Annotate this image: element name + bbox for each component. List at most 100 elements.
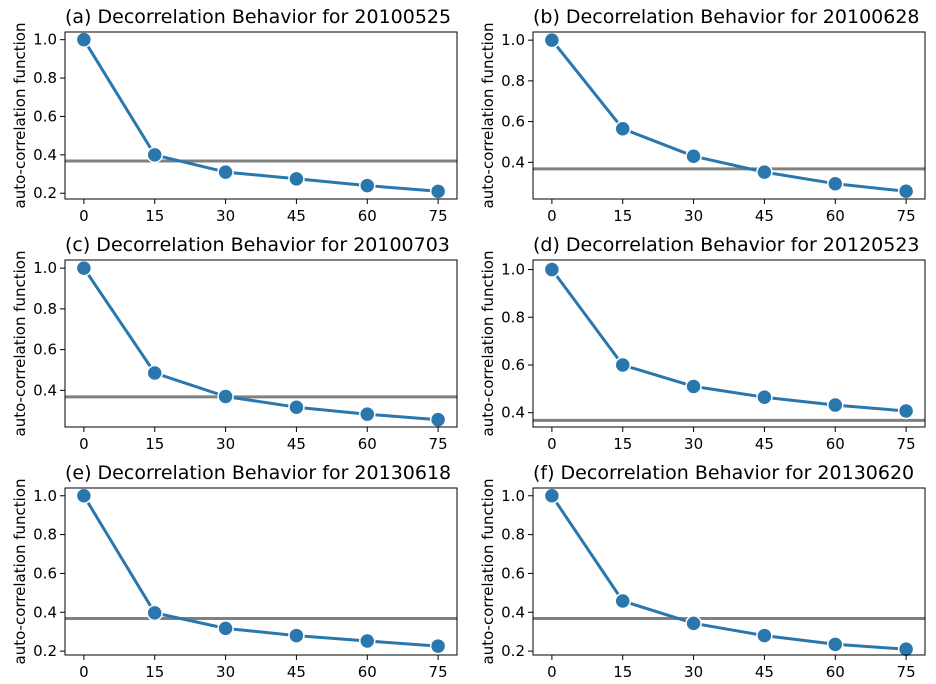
data-point xyxy=(429,183,447,200)
y-tick-label: 1.0 xyxy=(501,261,525,279)
y-tick-label: 0.6 xyxy=(501,113,525,131)
x-tick-label: 75 xyxy=(897,435,916,453)
plot-frame xyxy=(532,31,926,200)
x-tick-label: 0 xyxy=(547,663,557,681)
data-point xyxy=(756,163,773,181)
data-point xyxy=(288,398,305,416)
x-tick-label: 45 xyxy=(755,435,774,453)
y-tick-label: 0.4 xyxy=(33,603,57,621)
x-tick-label: 15 xyxy=(145,663,164,681)
data-point xyxy=(217,163,234,181)
x-tick-label: 15 xyxy=(613,207,632,225)
data-point xyxy=(827,175,844,192)
plot-frame xyxy=(532,259,926,428)
series-line xyxy=(550,39,907,193)
panel-title: (f) Decorrelation Behavior for 20130620 xyxy=(533,462,914,484)
y-tick-label: 0.2 xyxy=(501,642,525,660)
y-tick-label: 0.4 xyxy=(501,404,525,422)
data-point xyxy=(897,183,915,200)
y-tick-label: 0.6 xyxy=(501,356,525,374)
y-tick-label: 0.8 xyxy=(501,72,525,90)
data-point xyxy=(897,402,915,420)
x-tick-label: 45 xyxy=(287,663,306,681)
data-point xyxy=(146,146,163,164)
data-point xyxy=(827,396,844,414)
data-point xyxy=(685,378,702,395)
panel-f: (f) Decorrelation Behavior for 20130620 a… xyxy=(479,462,926,681)
x-tick-label: 45 xyxy=(287,435,306,453)
x-tick-label: 75 xyxy=(897,207,916,225)
x-tick-label: 15 xyxy=(613,663,632,681)
data-point xyxy=(288,627,305,644)
y-tick-label: 0.8 xyxy=(501,526,525,544)
series-line xyxy=(82,495,439,648)
y-tick-label: 1.0 xyxy=(501,487,525,505)
y-tick-label: 0.6 xyxy=(33,341,57,359)
panel-title: (b) Decorrelation Behavior for 20100628 xyxy=(533,6,920,28)
data-point xyxy=(756,388,773,406)
y-tick-label: 1.0 xyxy=(33,259,57,277)
panel-title: (a) Decorrelation Behavior for 20100525 xyxy=(65,6,451,28)
data-point xyxy=(146,604,163,622)
x-tick-label: 30 xyxy=(684,663,703,681)
panel-b: (b) Decorrelation Behavior for 20100628 a… xyxy=(479,6,926,225)
data-point xyxy=(543,487,561,505)
y-axis-label: auto-correlation function xyxy=(11,23,29,209)
y-tick-label: 0.6 xyxy=(33,564,57,582)
data-point xyxy=(614,356,631,374)
plot-frame xyxy=(64,31,458,200)
y-tick-label: 0.6 xyxy=(501,564,525,582)
y-tick-label: 0.6 xyxy=(33,107,57,125)
y-tick-label: 0.8 xyxy=(33,69,57,87)
x-tick-label: 30 xyxy=(216,435,235,453)
data-point xyxy=(614,120,631,137)
plot-frame xyxy=(532,487,926,656)
y-tick-label: 0.4 xyxy=(33,381,57,399)
series-line xyxy=(82,38,439,193)
data-point xyxy=(685,147,702,165)
y-tick-label: 0.8 xyxy=(501,308,525,326)
x-tick-label: 0 xyxy=(79,663,89,681)
x-tick-label: 0 xyxy=(547,207,557,225)
data-point xyxy=(359,632,376,650)
x-tick-label: 75 xyxy=(429,663,448,681)
x-tick-label: 75 xyxy=(429,207,448,225)
data-point xyxy=(543,31,561,49)
data-point xyxy=(75,487,93,505)
data-point xyxy=(75,259,93,277)
x-tick-label: 45 xyxy=(287,207,306,225)
x-tick-label: 45 xyxy=(755,663,774,681)
y-tick-label: 0.8 xyxy=(33,300,57,318)
data-point xyxy=(756,627,773,644)
x-tick-label: 75 xyxy=(897,663,916,681)
x-tick-label: 45 xyxy=(755,207,774,225)
x-tick-label: 30 xyxy=(684,207,703,225)
y-axis-label: auto-correlation function xyxy=(479,23,497,209)
x-tick-label: 60 xyxy=(826,207,845,225)
x-tick-label: 75 xyxy=(429,435,448,453)
x-tick-label: 0 xyxy=(547,435,557,453)
x-tick-label: 30 xyxy=(684,435,703,453)
x-tick-label: 30 xyxy=(216,663,235,681)
x-tick-label: 0 xyxy=(79,435,89,453)
x-tick-label: 0 xyxy=(79,207,89,225)
x-tick-label: 60 xyxy=(826,663,845,681)
data-point xyxy=(543,261,561,278)
series-line xyxy=(550,268,907,413)
x-tick-label: 30 xyxy=(216,207,235,225)
x-tick-label: 15 xyxy=(145,207,164,225)
data-point xyxy=(217,388,234,405)
series-line xyxy=(82,267,439,422)
y-tick-label: 0.4 xyxy=(501,603,525,621)
x-tick-label: 15 xyxy=(613,435,632,453)
data-point xyxy=(146,364,163,382)
panel-d: (d) Decorrelation Behavior for 20120523 a… xyxy=(479,234,926,453)
panel-a: (a) Decorrelation Behavior for 20100525 a… xyxy=(11,6,458,225)
data-point xyxy=(359,405,376,423)
x-tick-label: 15 xyxy=(145,435,164,453)
panel-c: (c) Decorrelation Behavior for 20100703 a… xyxy=(11,234,458,453)
y-axis-label: auto-correlation function xyxy=(11,251,29,437)
y-tick-label: 1.0 xyxy=(33,31,57,49)
y-tick-label: 0.8 xyxy=(33,526,57,544)
